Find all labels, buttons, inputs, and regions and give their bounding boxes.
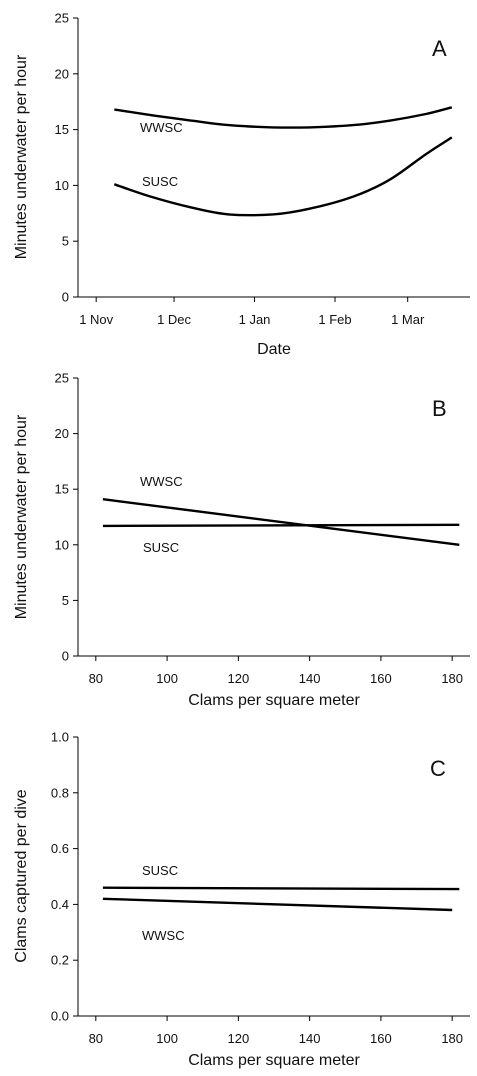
panel-b-series-wwsc-line <box>103 499 459 545</box>
panel-b-letter: B <box>432 396 447 421</box>
panel-c-label-wwsc: WWSC <box>142 928 185 943</box>
panel-b-y-tick-label-3: 15 <box>55 482 69 497</box>
panel-b-label-susc: SUSC <box>143 540 179 555</box>
panel-b-x-tick-label-0: 80 <box>89 671 103 686</box>
panel-b-y-tick-label-0: 0 <box>62 649 69 664</box>
panel-c-x-tick-label-5: 180 <box>441 1031 463 1046</box>
panel-a-y-tick-label-0: 0 <box>62 290 69 305</box>
panel-a-y-tick-label-4: 20 <box>55 66 69 81</box>
panel-c-x-tick-label-4: 160 <box>370 1031 392 1046</box>
panel-a-y-tick-label-2: 10 <box>55 178 69 193</box>
panel-a: A Date Minutes underwater per hour 0 5 10 1… <box>13 11 470 359</box>
panel-b-x-tick-label-3: 140 <box>299 671 321 686</box>
panel-c-series-wwsc-line <box>103 899 452 910</box>
panel-b-series-susc-line <box>103 525 459 526</box>
panel-c-letter: C <box>430 756 446 781</box>
panel-a-ticks: 0 5 10 15 20 25 1 Nov 1 Dec 1 Jan 1 Feb 1 Mar <box>55 11 425 328</box>
panel-b-ticks: 0 5 10 15 20 25 80 100 120 140 160 180 <box>55 371 464 687</box>
panel-b-x-tick-label-5: 180 <box>441 671 463 686</box>
panel-c-y-tick-label-4: 0.8 <box>51 785 69 800</box>
panel-c-x-tick-label-1: 100 <box>156 1031 178 1046</box>
panel-c-series <box>103 888 459 910</box>
panel-b-x-tick-label-2: 120 <box>228 671 250 686</box>
panel-c-x-tick-label-3: 140 <box>299 1031 321 1046</box>
panel-b-y-tick-label-2: 10 <box>55 537 69 552</box>
panel-c-y-tick-label-1: 0.2 <box>51 953 69 968</box>
panel-a-label-susc: SUSC <box>142 174 178 189</box>
panel-c: C Clams per square meter Clams captured … <box>13 730 470 1070</box>
panel-b-y-tick-label-1: 5 <box>62 593 69 608</box>
panel-c-x-tick-label-0: 80 <box>89 1031 103 1046</box>
panel-c-x-axis-label: Clams per square meter <box>188 1052 360 1069</box>
panel-a-y-axis-label: Minutes underwater per hour <box>13 54 30 259</box>
panel-b-series <box>103 499 459 545</box>
panel-a-y-tick-label-1: 5 <box>62 234 69 249</box>
panel-a-label-wwsc: WWSC <box>140 120 183 135</box>
panel-a-y-tick-label-5: 25 <box>55 11 69 26</box>
panel-c-x-tick-label-2: 120 <box>228 1031 250 1046</box>
panel-c-y-tick-label-2: 0.4 <box>51 897 69 912</box>
panel-b-y-tick-label-4: 20 <box>55 426 69 441</box>
panel-a-y-tick-label-3: 15 <box>55 122 69 137</box>
panel-a-x-tick-label-1: 1 Dec <box>157 312 191 327</box>
panel-c-y-axis-label: Clams captured per dive <box>13 789 30 963</box>
panel-b-x-axis-label: Clams per square meter <box>188 692 360 709</box>
panel-c-label-susc: SUSC <box>142 863 178 878</box>
panel-a-x-tick-label-3: 1 Feb <box>318 312 351 327</box>
panel-b-x-tick-label-4: 160 <box>370 671 392 686</box>
panel-a-x-tick-label-4: 1 Mar <box>391 312 425 327</box>
panel-c-series-susc-line <box>103 888 459 889</box>
panel-a-x-axis-label: Date <box>257 341 291 358</box>
panel-b-x-tick-label-1: 100 <box>156 671 178 686</box>
panel-b-y-axis-label: Minutes underwater per hour <box>13 414 30 619</box>
panel-a-x-tick-label-2: 1 Jan <box>239 312 271 327</box>
panel-b: B Clams per square meter Minutes underwa… <box>13 371 470 710</box>
panel-c-y-tick-label-0: 0.0 <box>51 1009 69 1024</box>
panel-b-y-tick-label-5: 25 <box>55 371 69 386</box>
panel-b-label-wwsc: WWSC <box>140 474 183 489</box>
panel-a-x-tick-label-0: 1 Nov <box>79 312 113 327</box>
panel-c-y-tick-label-5: 1.0 <box>51 730 69 745</box>
panel-c-y-tick-label-3: 0.6 <box>51 841 69 856</box>
panel-a-letter: A <box>432 36 447 61</box>
